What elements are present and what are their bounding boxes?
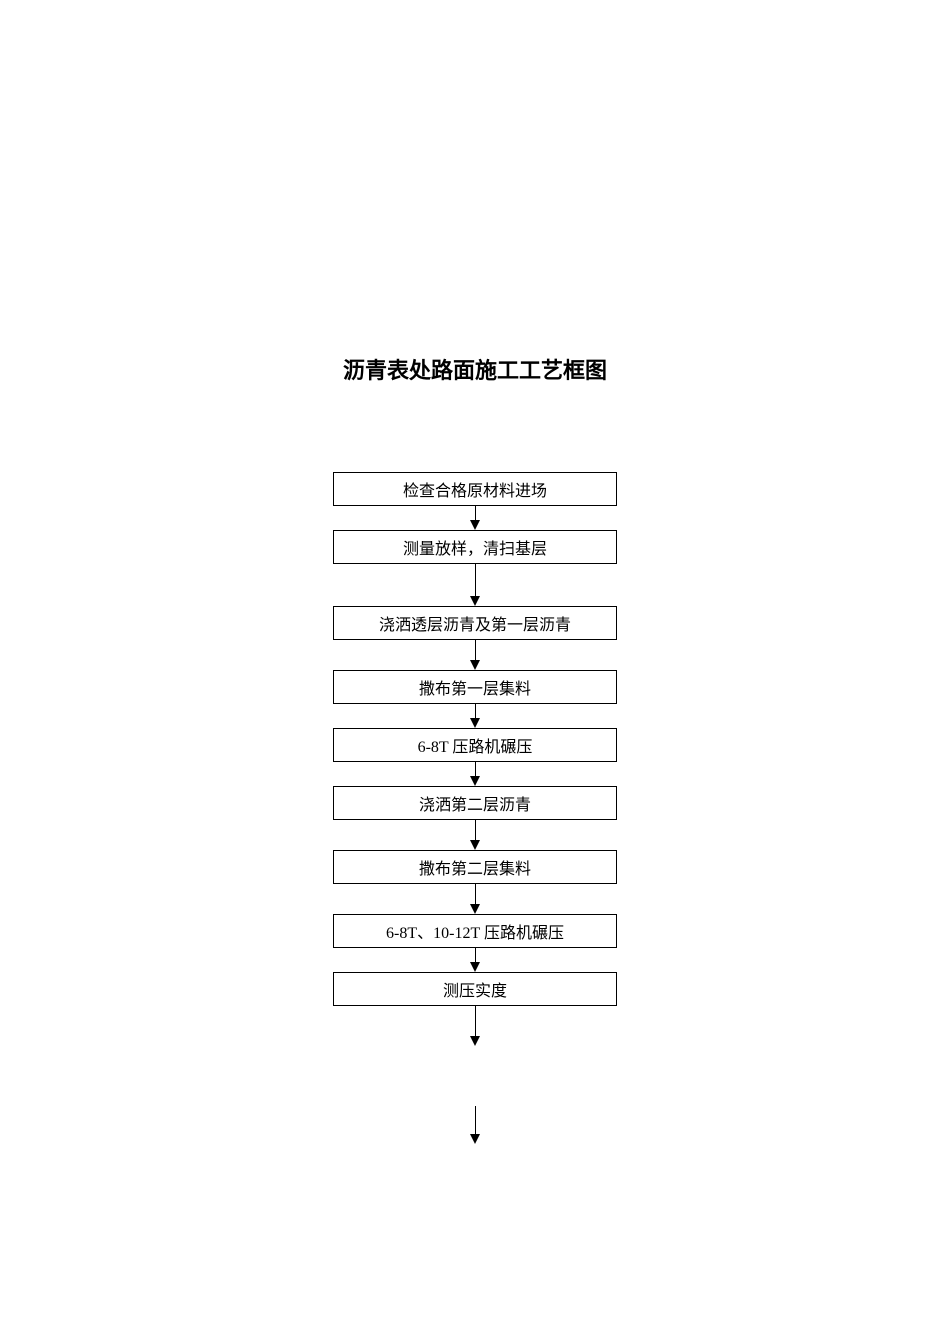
flow-arrow bbox=[470, 564, 480, 606]
flow-node-label: 撒布第一层集料 bbox=[419, 675, 531, 699]
flow-arrow bbox=[470, 762, 480, 786]
flow-node-n5: 6-8T 压路机碾压 bbox=[333, 728, 617, 762]
flow-arrow bbox=[470, 506, 480, 530]
flow-node-n2: 测量放样，清扫基层 bbox=[333, 530, 617, 564]
flow-node-label: 检查合格原材料进场 bbox=[403, 477, 547, 501]
flow-node-n3: 浇洒透层沥青及第一层沥青 bbox=[333, 606, 617, 640]
flow-node-n4: 撒布第一层集料 bbox=[333, 670, 617, 704]
diagram-title: 沥青表处路面施工工艺框图 bbox=[343, 353, 607, 385]
flow-node-n9: 测压实度 bbox=[333, 972, 617, 1006]
flow-arrow bbox=[470, 640, 480, 670]
flow-arrow bbox=[470, 820, 480, 850]
flow-node-label: 浇洒透层沥青及第一层沥青 bbox=[379, 611, 571, 635]
flow-node-label: 浇洒第二层沥青 bbox=[419, 791, 531, 815]
flow-node-n7: 撒布第二层集料 bbox=[333, 850, 617, 884]
flow-arrow bbox=[470, 1006, 480, 1046]
flow-node-n8: 6-8T、10-12T 压路机碾压 bbox=[333, 914, 617, 948]
flow-arrow bbox=[470, 948, 480, 972]
flow-arrow bbox=[470, 1106, 480, 1144]
flow-node-n1: 检查合格原材料进场 bbox=[333, 472, 617, 506]
flow-node-label: 测压实度 bbox=[443, 977, 507, 1001]
flow-arrow bbox=[470, 704, 480, 728]
flow-node-label: 撒布第二层集料 bbox=[419, 855, 531, 879]
flow-node-label: 6-8T、10-12T 压路机碾压 bbox=[386, 919, 564, 943]
flow-node-n6: 浇洒第二层沥青 bbox=[333, 786, 617, 820]
title-text: 沥青表处路面施工工艺框图 bbox=[343, 358, 607, 383]
flow-node-label: 6-8T 压路机碾压 bbox=[418, 733, 533, 757]
flow-node-label: 测量放样，清扫基层 bbox=[403, 535, 547, 559]
flow-arrow bbox=[470, 884, 480, 914]
flowchart-container: 检查合格原材料进场测量放样，清扫基层浇洒透层沥青及第一层沥青撒布第一层集料 6-8… bbox=[333, 472, 617, 1144]
